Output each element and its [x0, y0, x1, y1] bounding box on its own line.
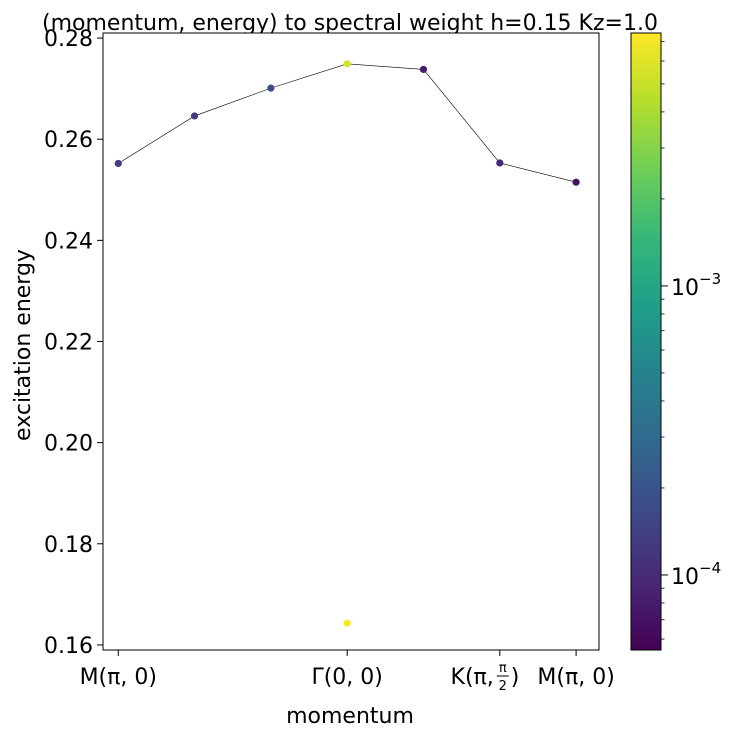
colorbar-tick-exponent: −3 — [699, 270, 721, 288]
x-tick-label-tail: ) — [511, 665, 520, 690]
colorbar — [630, 32, 662, 651]
x-axis-label: momentum — [286, 704, 414, 729]
data-point — [343, 60, 351, 68]
y-tick-label: 0.22 — [44, 331, 93, 356]
colorbar-tick-label: 10−4 — [671, 559, 721, 590]
x-tick-label: M(π, 0) — [80, 665, 157, 690]
data-point — [190, 112, 199, 120]
data-point — [343, 619, 351, 627]
x-tick-label: M(π, 0) — [537, 665, 614, 690]
data-point — [496, 159, 504, 167]
y-tick-label: 0.28 — [44, 27, 93, 52]
data-point — [114, 159, 122, 168]
y-tick-label: 0.20 — [44, 432, 93, 457]
x-tick-label: Γ(0, 0) — [311, 665, 382, 690]
data-point — [267, 84, 275, 92]
colorbar-ticks: 10−310−4 — [661, 41, 721, 640]
x-tick-frac-den: 2 — [499, 679, 507, 694]
y-axis-label: excitation energy — [11, 249, 36, 441]
x-tick-label-main: K(π, — [451, 665, 494, 690]
y-tick-label: 0.24 — [44, 229, 93, 254]
points-group — [114, 60, 580, 627]
colorbar-tick-label: 10−3 — [671, 270, 721, 301]
plot-area — [102, 32, 600, 651]
colorbar-tick-exponent: −4 — [699, 559, 721, 577]
y-tick-label: 0.18 — [44, 533, 93, 558]
x-tick-label: K(π, π 2) — [451, 661, 520, 694]
y-axis: 0.16 0.18 0.20 0.22 0.24 0.26 0.28 — [44, 27, 103, 659]
y-tick-label: 0.16 — [44, 634, 93, 659]
chart-title: (momentum, energy) to spectral weight h=… — [42, 11, 658, 36]
colorbar-tick-base: 10 — [671, 276, 699, 301]
x-axis: M(π, 0) Γ(0, 0) K(π, π 2) M(π, 0) — [80, 650, 615, 694]
y-tick-label: 0.26 — [44, 128, 93, 153]
colorbar-tick-base: 10 — [671, 565, 699, 590]
x-tick-frac-num: π — [499, 661, 507, 676]
data-point — [572, 178, 580, 186]
data-point — [419, 65, 428, 74]
